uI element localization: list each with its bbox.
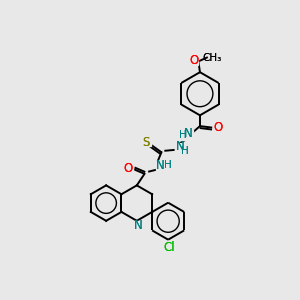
Text: H: H — [179, 130, 187, 140]
Text: H: H — [179, 130, 187, 140]
Text: Cl: Cl — [163, 241, 175, 254]
Text: N: N — [176, 140, 184, 153]
Bar — [175, 142, 184, 151]
Text: O: O — [189, 54, 198, 67]
Text: O: O — [189, 54, 198, 67]
Text: H: H — [181, 146, 188, 157]
Text: O: O — [213, 121, 222, 134]
Text: CH₃: CH₃ — [202, 52, 222, 63]
Bar — [180, 147, 189, 156]
Text: S: S — [142, 136, 150, 149]
Bar — [163, 161, 172, 170]
Bar — [178, 131, 188, 140]
Text: N: N — [184, 127, 193, 140]
Text: N: N — [156, 159, 165, 172]
Text: O: O — [124, 162, 133, 175]
Bar — [213, 123, 222, 132]
Text: N: N — [134, 219, 143, 232]
Text: H: H — [164, 160, 172, 170]
Text: N: N — [184, 127, 193, 140]
Text: N: N — [176, 140, 184, 153]
Text: N: N — [134, 219, 143, 232]
Bar — [156, 161, 165, 170]
Text: CH₃: CH₃ — [202, 52, 222, 63]
Text: H: H — [181, 146, 188, 157]
Bar — [134, 221, 143, 230]
Text: N: N — [156, 159, 165, 172]
Bar — [141, 138, 151, 146]
Text: O: O — [213, 121, 222, 134]
Bar — [189, 56, 198, 65]
Bar — [124, 164, 133, 173]
Text: Cl: Cl — [163, 241, 175, 254]
Text: S: S — [142, 136, 150, 149]
Text: O: O — [124, 162, 133, 175]
Bar — [184, 130, 193, 138]
Text: H: H — [164, 160, 172, 170]
